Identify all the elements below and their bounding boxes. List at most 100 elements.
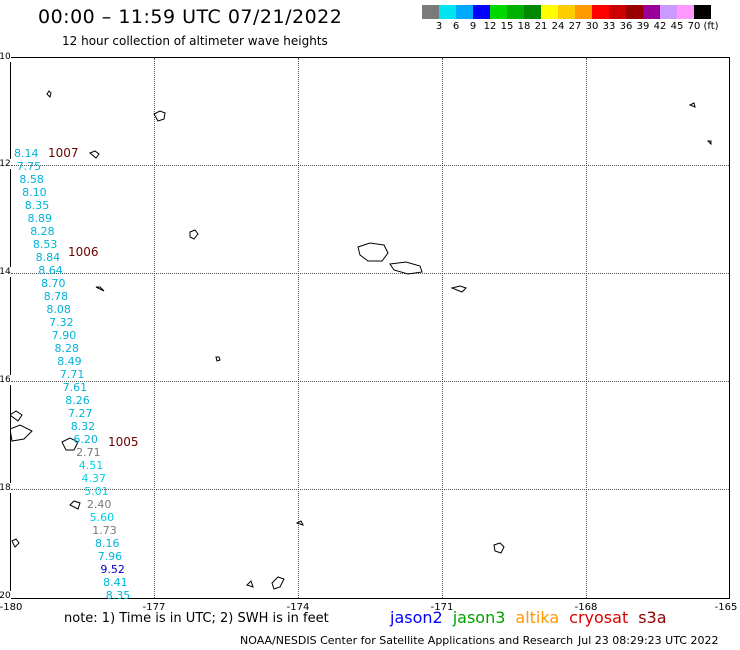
island-outline — [61, 437, 79, 451]
colorbar-label: 39 — [636, 21, 650, 32]
gridline-lat-12 — [11, 165, 729, 166]
colorbar-legend — [422, 5, 711, 19]
island-outline — [688, 102, 696, 108]
wave-height-value: 7.71 — [59, 368, 85, 381]
island-outline — [215, 356, 221, 362]
wave-height-value: 5.01 — [84, 485, 109, 498]
footer-timestamp: Jul 23 08:29:23 UTC 2022 — [578, 634, 719, 647]
footer-credit: NOAA/NESDIS Center for Satellite Applica… — [240, 634, 574, 647]
gridline-lon-177 — [154, 58, 155, 598]
island-outline — [46, 90, 52, 98]
colorbar-labels: 3 6 9 12 15 18 21 24 27 30 33 36 39 42 45 70 (ft) — [422, 21, 740, 35]
mission-label: jason2 — [390, 608, 443, 627]
colorbar-swatch — [575, 5, 592, 19]
wave-height-value: 8.70 — [41, 277, 66, 290]
island-outline — [89, 150, 100, 159]
wave-height-value: 8.78 — [43, 290, 69, 303]
colorbar-swatch — [558, 5, 575, 19]
mission-label: cryosat — [569, 608, 629, 627]
wave-height-value: 4.51 — [78, 459, 104, 472]
mission-label: altika — [515, 608, 560, 627]
wave-height-value: 8.35 — [105, 589, 131, 602]
map-title: 00:00 – 11:59 UTC 07/21/2022 — [38, 6, 343, 28]
island-outline — [153, 110, 166, 122]
pressure-label: 1007 — [48, 146, 79, 160]
colorbar-label: 30 — [585, 21, 599, 32]
wave-height-value: 8.14 — [14, 147, 39, 160]
lon-label: -171 — [430, 602, 454, 613]
colorbar-label: 24 — [551, 21, 565, 32]
lat-label: -16 — [0, 375, 11, 385]
lon-label: -165 — [714, 602, 738, 613]
wave-height-value: 8.28 — [54, 342, 80, 355]
wave-height-value: 7.90 — [51, 329, 77, 342]
wave-height-value: 7.61 — [62, 381, 88, 394]
lon-label: -180 — [0, 602, 23, 613]
colorbar-swatch — [660, 5, 677, 19]
wave-height-value: 7.27 — [68, 407, 93, 420]
wave-height-value: 4.37 — [81, 472, 107, 485]
wave-height-value: 1.73 — [92, 524, 117, 537]
wave-height-value: 8.84 — [35, 251, 61, 264]
wave-height-value: 8.64 — [38, 264, 63, 277]
wave-height-value: 8.89 — [27, 212, 53, 225]
wave-height-value: 8.35 — [24, 199, 50, 212]
wave-height-value: 7.75 — [16, 160, 42, 173]
island-outline — [450, 285, 467, 293]
lat-label: -18 — [0, 483, 11, 493]
colorbar-label: 33 — [602, 21, 616, 32]
gridline-lon-171 — [442, 58, 443, 598]
wave-height-value: 8.08 — [46, 303, 71, 316]
wave-height-value: 9.52 — [100, 563, 125, 576]
island-outline — [493, 542, 505, 554]
wave-height-value: 8.41 — [103, 576, 128, 589]
colorbar-label: 15 — [500, 21, 514, 32]
island-outline — [10, 410, 23, 422]
gridline-lat-18 — [11, 489, 729, 490]
colorbar-label: 27 — [568, 21, 582, 32]
map-subtitle: 12 hour collection of altimeter wave hei… — [62, 34, 328, 48]
wave-height-value: 8.26 — [65, 394, 90, 407]
island-outline — [189, 229, 199, 240]
colorbar-swatch — [439, 5, 456, 19]
colorbar-label: 36 — [619, 21, 633, 32]
wave-height-value: 8.28 — [30, 225, 55, 238]
gridline-lat-16 — [11, 381, 729, 382]
colorbar-swatch — [592, 5, 609, 19]
colorbar-label: 42 — [653, 21, 667, 32]
wave-height-value: 6.20 — [73, 433, 98, 446]
colorbar-label: 9 — [469, 21, 477, 32]
colorbar-swatch — [456, 5, 473, 19]
wave-height-value: 7.32 — [49, 316, 74, 329]
gridline-lon-174 — [298, 58, 299, 598]
colorbar-label: 6 — [452, 21, 460, 32]
island-savaii — [357, 242, 389, 262]
island-outline — [95, 286, 105, 292]
island-outline — [11, 538, 20, 548]
wave-height-value: 8.10 — [22, 186, 47, 199]
island-outline — [10, 424, 33, 442]
colorbar-swatch — [541, 5, 558, 19]
island-upolu — [389, 261, 423, 275]
colorbar-swatch — [609, 5, 626, 19]
wave-height-value: 2.40 — [86, 498, 112, 511]
map-plot-area — [10, 57, 730, 599]
colorbar-swatch — [524, 5, 541, 19]
colorbar-label: 3 — [435, 21, 443, 32]
wave-height-value: 8.58 — [19, 173, 44, 186]
colorbar-label: 12 — [483, 21, 497, 32]
island-outline — [246, 580, 254, 588]
lat-label: -10 — [0, 52, 11, 62]
gridline-lat-14 — [11, 273, 729, 274]
lat-label: -12 — [0, 159, 11, 169]
wave-height-value: 5.60 — [89, 511, 115, 524]
island-outline — [271, 576, 285, 590]
colorbar-swatch — [626, 5, 643, 19]
lat-label: -20 — [0, 591, 11, 601]
lon-label: -174 — [286, 602, 310, 613]
colorbar-swatch — [490, 5, 507, 19]
island-coastlines — [10, 90, 712, 590]
wave-height-value: 2.71 — [76, 446, 101, 459]
colorbar-swatch — [473, 5, 490, 19]
footer-note: note: 1) Time is in UTC; 2) SWH is in fe… — [64, 611, 329, 626]
